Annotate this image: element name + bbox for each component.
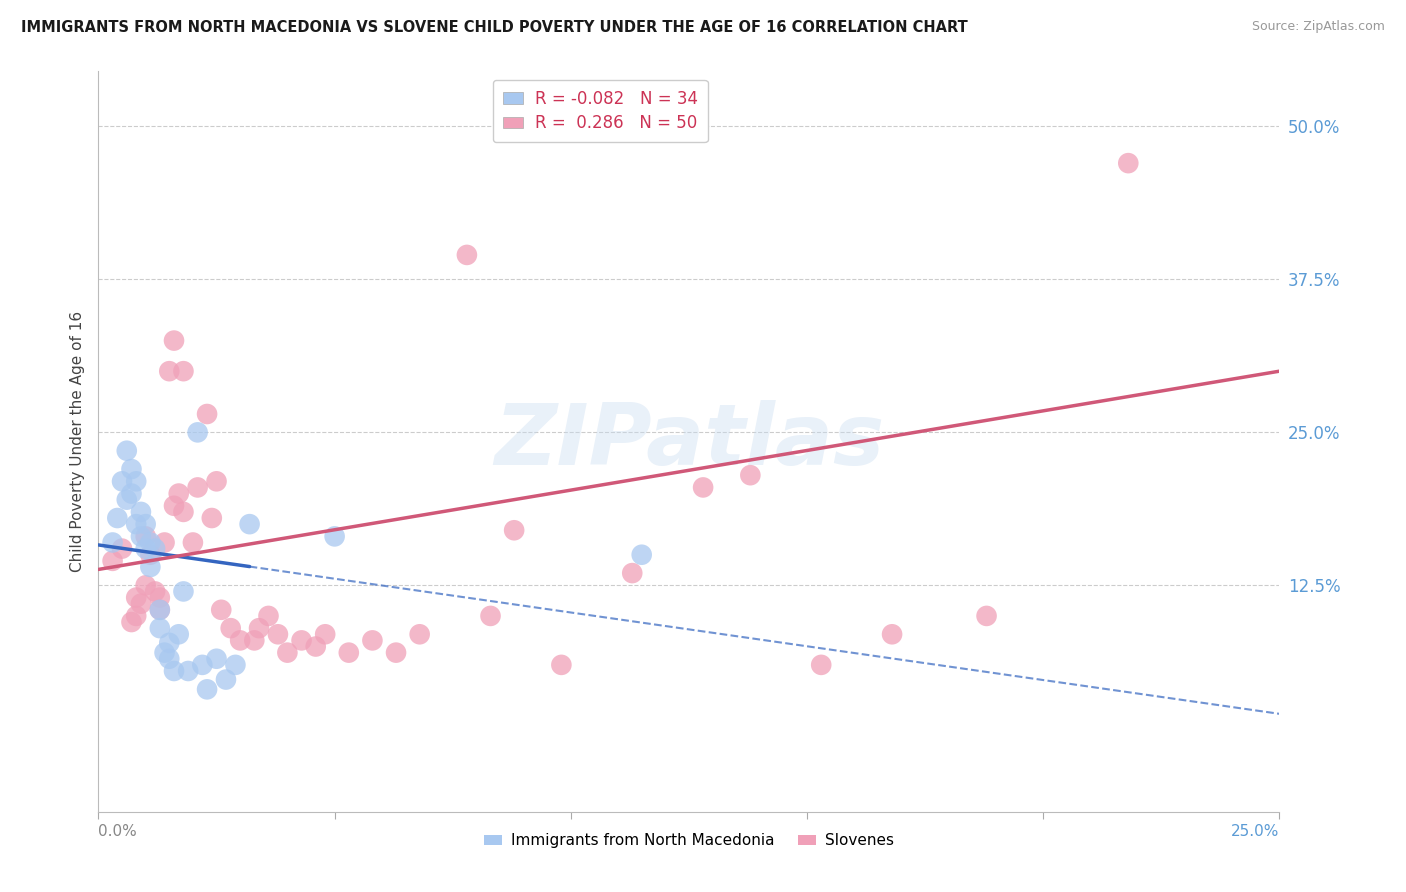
Point xyxy=(163,334,186,348)
Point xyxy=(187,425,209,440)
Legend: Immigrants from North Macedonia, Slovenes: Immigrants from North Macedonia, Slovene… xyxy=(478,827,900,855)
Point xyxy=(177,664,200,678)
Point xyxy=(215,673,238,687)
Point xyxy=(172,505,194,519)
Point xyxy=(740,468,762,483)
Point xyxy=(361,633,384,648)
Point xyxy=(305,640,328,654)
Text: 25.0%: 25.0% xyxy=(1232,824,1279,839)
Point xyxy=(243,633,266,648)
Y-axis label: Child Poverty Under the Age of 16: Child Poverty Under the Age of 16 xyxy=(69,311,84,572)
Point xyxy=(121,615,143,629)
Point xyxy=(167,486,190,500)
Point xyxy=(323,529,346,543)
Point xyxy=(479,608,502,623)
Point xyxy=(129,529,152,543)
Point xyxy=(201,511,224,525)
Point xyxy=(385,646,408,660)
Point xyxy=(205,475,228,489)
Point xyxy=(219,621,242,635)
Point xyxy=(205,652,228,666)
Point xyxy=(1116,156,1139,170)
Point xyxy=(153,535,176,549)
Point xyxy=(172,364,194,378)
Point xyxy=(101,554,124,568)
Point xyxy=(195,407,218,421)
Point xyxy=(976,608,998,623)
Point xyxy=(139,535,162,549)
Point xyxy=(191,657,214,672)
Point xyxy=(101,535,124,549)
Point xyxy=(692,480,714,494)
Point xyxy=(239,517,262,532)
Point xyxy=(115,443,138,458)
Point xyxy=(149,603,172,617)
Point xyxy=(139,548,162,562)
Point xyxy=(149,591,172,605)
Point xyxy=(163,499,186,513)
Point xyxy=(125,608,148,623)
Text: Source: ZipAtlas.com: Source: ZipAtlas.com xyxy=(1251,20,1385,33)
Point xyxy=(139,560,162,574)
Point xyxy=(195,682,218,697)
Point xyxy=(621,566,644,580)
Point xyxy=(630,548,652,562)
Point xyxy=(163,664,186,678)
Point xyxy=(125,475,148,489)
Point xyxy=(135,529,157,543)
Point xyxy=(267,627,290,641)
Point xyxy=(129,505,152,519)
Point xyxy=(229,633,252,648)
Point xyxy=(153,646,176,660)
Text: 0.0%: 0.0% xyxy=(98,824,138,839)
Point xyxy=(276,646,298,660)
Point xyxy=(408,627,430,641)
Point xyxy=(290,633,312,648)
Point xyxy=(135,541,157,556)
Point xyxy=(125,591,148,605)
Point xyxy=(157,652,180,666)
Point xyxy=(121,486,143,500)
Point xyxy=(503,523,526,537)
Point xyxy=(172,584,194,599)
Point xyxy=(121,462,143,476)
Point xyxy=(149,621,172,635)
Point xyxy=(157,364,180,378)
Point xyxy=(143,584,166,599)
Point xyxy=(129,597,152,611)
Point xyxy=(224,657,246,672)
Point xyxy=(111,475,134,489)
Point xyxy=(247,621,270,635)
Point xyxy=(810,657,832,672)
Point xyxy=(880,627,903,641)
Point xyxy=(115,492,138,507)
Point xyxy=(111,541,134,556)
Point xyxy=(167,627,190,641)
Point xyxy=(135,517,157,532)
Point xyxy=(314,627,336,641)
Point xyxy=(456,248,478,262)
Point xyxy=(149,603,172,617)
Point xyxy=(157,636,180,650)
Point xyxy=(105,511,128,525)
Text: ZIPatlas: ZIPatlas xyxy=(494,400,884,483)
Point xyxy=(187,480,209,494)
Point xyxy=(135,578,157,592)
Point xyxy=(550,657,572,672)
Point xyxy=(181,535,204,549)
Text: IMMIGRANTS FROM NORTH MACEDONIA VS SLOVENE CHILD POVERTY UNDER THE AGE OF 16 COR: IMMIGRANTS FROM NORTH MACEDONIA VS SLOVE… xyxy=(21,20,967,35)
Point xyxy=(125,517,148,532)
Point xyxy=(337,646,360,660)
Point xyxy=(143,541,166,556)
Point xyxy=(257,608,280,623)
Point xyxy=(209,603,232,617)
